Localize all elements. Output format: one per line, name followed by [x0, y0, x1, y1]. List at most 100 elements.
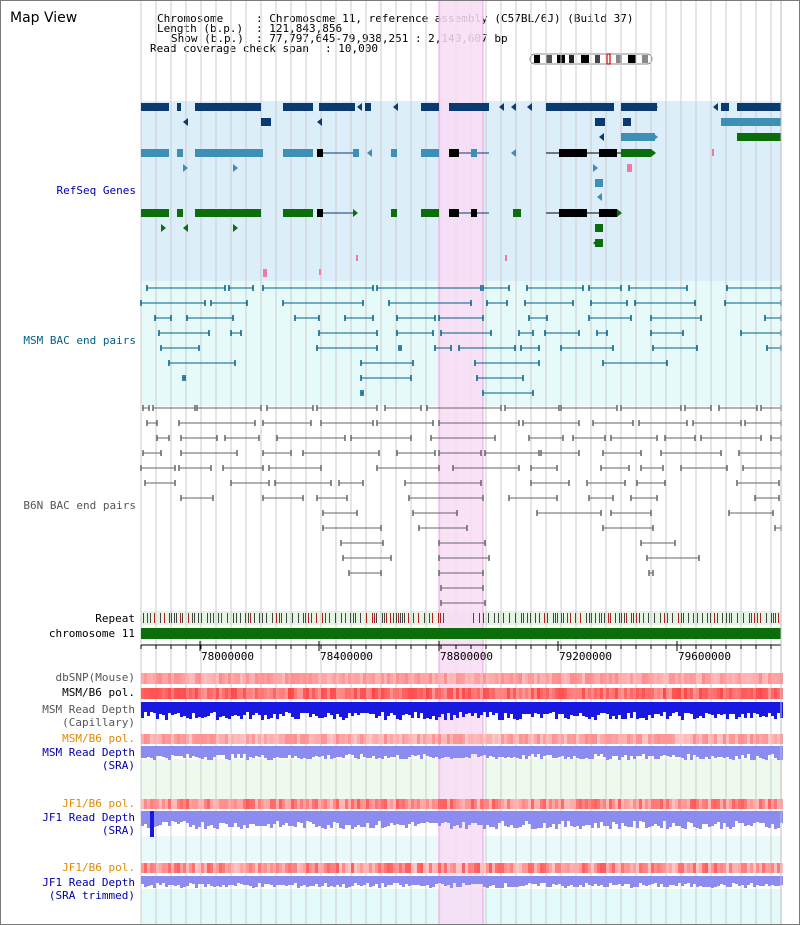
msm-b6-pol-cell — [765, 688, 768, 699]
msm-b6-pol-cell — [192, 688, 195, 699]
jf1-depth-bar — [414, 811, 417, 826]
msm-bac-end-pairs-track[interactable] — [140, 285, 782, 396]
msm-bac-label[interactable]: MSM BAC end pairs — [23, 334, 136, 347]
gene-exon — [421, 149, 439, 157]
repeat-element — [384, 613, 385, 623]
msm-b6-pol-cell — [495, 688, 498, 699]
jf1-depth-bar — [315, 811, 318, 827]
msm-b6-pol-cell — [153, 688, 156, 699]
jf1-depth-bar — [267, 811, 270, 824]
msm-b6-pol-cell — [501, 688, 504, 699]
jf1-pol-2-cell — [234, 863, 237, 873]
msm-b6-pol-cell — [234, 688, 237, 699]
msm-depth-sra-bar — [465, 746, 468, 757]
jf1-pol-2-cell — [438, 863, 441, 873]
jf1-pol-2-cell — [144, 863, 147, 873]
msm-depth-sra-bar — [714, 746, 717, 758]
jf1-trim-depth-bar — [243, 876, 246, 885]
gene-exon — [599, 149, 617, 157]
jf1-pol-cell — [651, 799, 654, 809]
msm-depth-sra-bar — [366, 746, 369, 758]
msm-depth-sra-bar — [567, 746, 570, 757]
jf1-pol-cell — [564, 799, 567, 809]
repeat-track[interactable] — [143, 613, 779, 623]
repeat-element — [757, 613, 758, 623]
msm-b6-pol-cell — [678, 688, 681, 699]
dbsnp-cell — [696, 673, 699, 684]
msm-b6-pol-cell — [366, 688, 369, 699]
jf1-pol-2-cell — [642, 863, 645, 873]
msm-depth-capillary-bar — [621, 702, 624, 719]
dbsnp-cell — [747, 673, 750, 684]
dbsnp-cell — [717, 673, 720, 684]
msm-b6-pol-cell — [342, 688, 345, 699]
gene-exon — [621, 103, 657, 111]
jf1-trim-depth-bar — [405, 876, 408, 884]
msm-depth-sra-bar — [522, 746, 525, 755]
jf1-depth-bar — [570, 811, 573, 826]
jf1-depth-bar — [750, 811, 753, 826]
dbsnp-cell — [243, 673, 246, 684]
msm-depth-capillary-bar — [552, 702, 555, 712]
variation-depth-tracks[interactable] — [141, 673, 783, 888]
jf1-pol-cell — [669, 799, 672, 809]
jf1-depth-bar — [159, 811, 162, 825]
jf1-trim-depth-bar — [717, 876, 720, 886]
dbsnp-cell — [258, 673, 261, 684]
jf1-pol-2-cell — [624, 863, 627, 873]
msm-b6-pol-sra-cell — [549, 734, 552, 744]
jf1-pol-2-cell — [372, 863, 375, 873]
jf1-trim-depth-bar — [489, 876, 492, 886]
msm-depth-capillary-bar — [477, 702, 480, 718]
jf1-trim-depth-bar — [372, 876, 375, 886]
msm-b6-pol-cell — [639, 688, 642, 699]
dbsnp-cell — [687, 673, 690, 684]
jf1-trim-depth-bar — [672, 876, 675, 885]
dbsnp-cell — [567, 673, 570, 684]
msm-depth-capillary-bar — [351, 702, 354, 716]
msm-b6-pol-cell — [735, 688, 738, 699]
dbsnp-cell — [531, 673, 534, 684]
jf1-trim-depth-bar — [771, 876, 774, 885]
msm-depth-sra-bar — [174, 746, 177, 756]
msm-b6-pol-sra-cell — [591, 734, 594, 744]
msm-b6-pol-sra-cell — [621, 734, 624, 744]
msm-b6-pol-cell — [147, 688, 150, 699]
selected-region-highlight[interactable] — [439, 1, 483, 924]
repeat-element — [192, 613, 193, 623]
msm-b6-pol-cell — [321, 688, 324, 699]
refseq-genes-label[interactable]: RefSeq Genes — [56, 184, 136, 197]
repeat-element — [341, 613, 342, 623]
msm-depth-sra-bar — [624, 746, 627, 755]
msm-depth-sra-bar — [498, 746, 501, 757]
gene-strand-marker — [653, 133, 658, 141]
msm-depth-sra-bar — [420, 746, 423, 759]
msm-depth-sra-bar — [513, 746, 516, 757]
msm-depth-capillary-bar — [549, 702, 552, 713]
repeat-element — [408, 613, 409, 623]
refseq-genes-track[interactable] — [141, 103, 781, 277]
jf1-pol-cell — [738, 799, 741, 809]
msm-depth-capillary-bar — [315, 702, 318, 716]
b6n-bac-label[interactable]: B6N BAC end pairs — [23, 499, 136, 512]
jf1-pol-cell — [222, 799, 225, 809]
chromosome-bar[interactable] — [141, 628, 781, 639]
repeat-element — [580, 613, 581, 623]
msm-b6-pol-sra-cell — [318, 734, 321, 744]
msm-b6-pol-sra-cell — [498, 734, 501, 744]
jf1-pol-cell — [585, 799, 588, 809]
msm-b6-pol-sra-cell — [696, 734, 699, 744]
jf1-pol-cell — [639, 799, 642, 809]
msm-depth-capillary-bar — [498, 702, 501, 720]
dbsnp-cell — [261, 673, 264, 684]
msm-b6-pol-cell — [522, 688, 525, 699]
msm-depth-capillary-bar — [612, 702, 615, 716]
dbsnp-cell — [750, 673, 753, 684]
jf1-depth-bar — [312, 811, 315, 824]
msm-depth-sra-bar — [399, 746, 402, 759]
msm-b6-pol-cell — [384, 688, 387, 699]
b6n-bac-end-pairs-track[interactable] — [140, 405, 782, 606]
jf1-trim-depth-bar — [669, 876, 672, 885]
